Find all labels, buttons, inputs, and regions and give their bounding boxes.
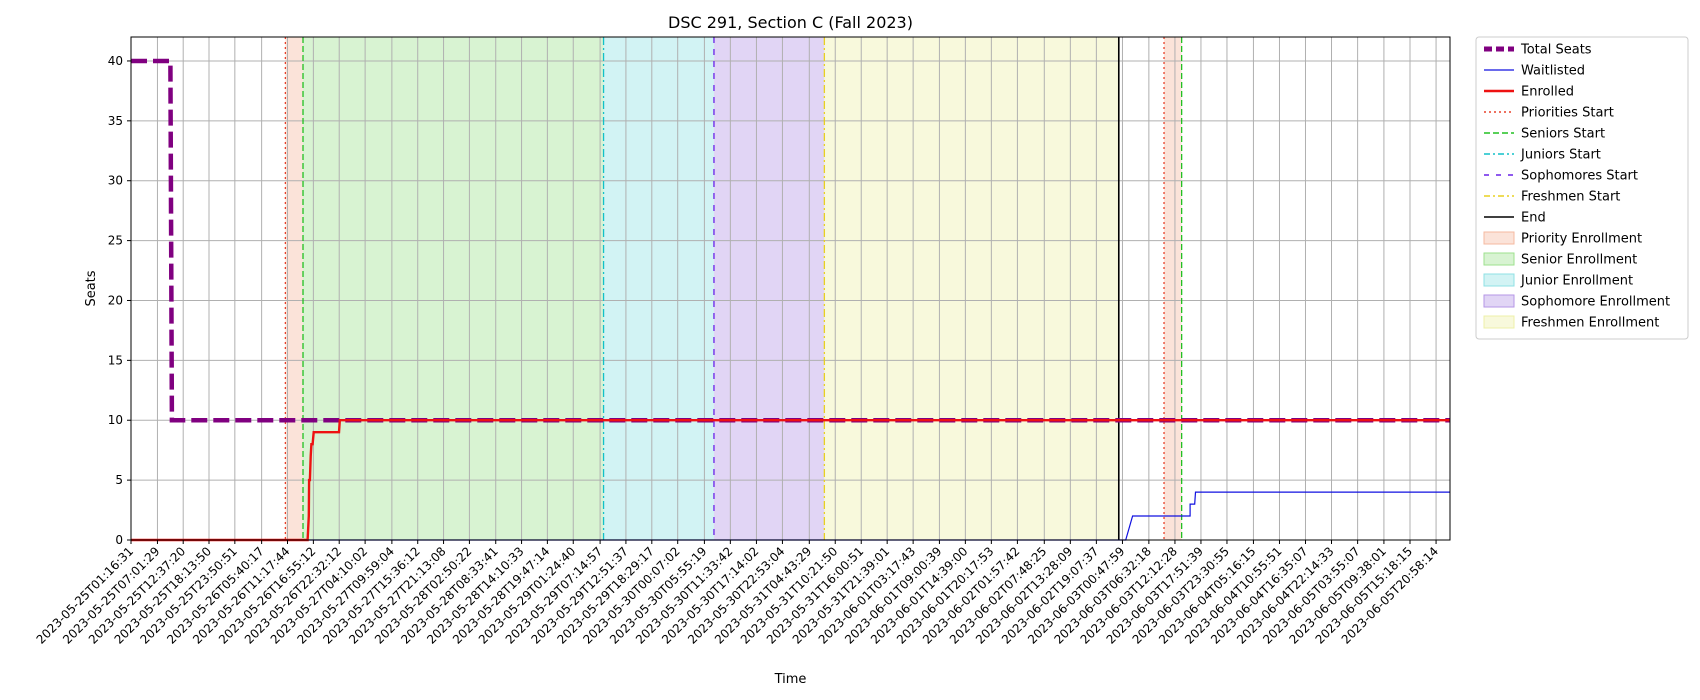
legend-frame [1475, 36, 1689, 340]
legend-label: Waitlisted [1521, 64, 1585, 79]
legend-label: Freshmen Enrollment [1521, 316, 1659, 331]
span-senior-enrollment [303, 37, 604, 540]
plot-frame [130, 36, 1451, 541]
y-tick-label: 40 [108, 54, 123, 68]
legend-label: Freshmen Start [1521, 190, 1620, 205]
span-junior-enrollment [603, 37, 714, 540]
y-tick-label: 0 [115, 533, 123, 547]
legend: Total Seats Waitlisted Enrolled Priorities … [1475, 36, 1689, 340]
enrollment-period-spans [285, 37, 1182, 540]
legend-label: Enrolled [1521, 85, 1574, 100]
y-tick-label: 10 [108, 413, 123, 427]
legend-label: Priority Enrollment [1521, 232, 1642, 247]
legend-label: Senior Enrollment [1521, 253, 1637, 268]
legend-label: Juniors Start [1520, 148, 1601, 163]
legend-label: Total Seats [1520, 43, 1592, 58]
legend-label: Sophomores Start [1521, 169, 1638, 184]
x-axis-ticks: 2023-05-25T01:16:312023-05-25T07:01:2920… [34, 540, 1441, 647]
y-tick-label: 30 [108, 174, 123, 188]
y-axis-label: Seats [84, 270, 99, 306]
series-waitlisted [131, 491, 1450, 541]
x-axis-label: Time [774, 672, 807, 687]
chart-title: DSC 291, Section C (Fall 2023) [668, 13, 913, 32]
span-freshmen-enrollment [824, 37, 1119, 540]
y-tick-label: 5 [115, 473, 123, 487]
y-tick-label: 35 [108, 114, 123, 128]
legend-swatch [1483, 231, 1515, 245]
legend-swatch [1483, 252, 1515, 266]
phase-start-lines [284, 37, 1183, 540]
y-tick-label: 20 [108, 293, 123, 307]
legend-label: End [1521, 211, 1546, 226]
legend-label: Seniors Start [1521, 127, 1605, 142]
series-enrolled [131, 419, 1450, 542]
span-priority-enrollment [1164, 37, 1182, 540]
y-axis-ticks: 0 5 10 15 20 25 30 35 40 [108, 54, 131, 547]
legend-label: Priorities Start [1521, 106, 1614, 121]
y-tick-label: 15 [108, 353, 123, 367]
span-priority-enrollment [285, 37, 304, 540]
legend-swatch [1483, 315, 1515, 329]
series-lines [131, 58, 1450, 542]
legend-swatch [1483, 273, 1515, 287]
legend-swatch [1483, 294, 1515, 308]
y-tick-label: 25 [108, 234, 123, 248]
legend-label: Sophomore Enrollment [1521, 295, 1670, 310]
legend-label: Junior Enrollment [1520, 274, 1633, 289]
